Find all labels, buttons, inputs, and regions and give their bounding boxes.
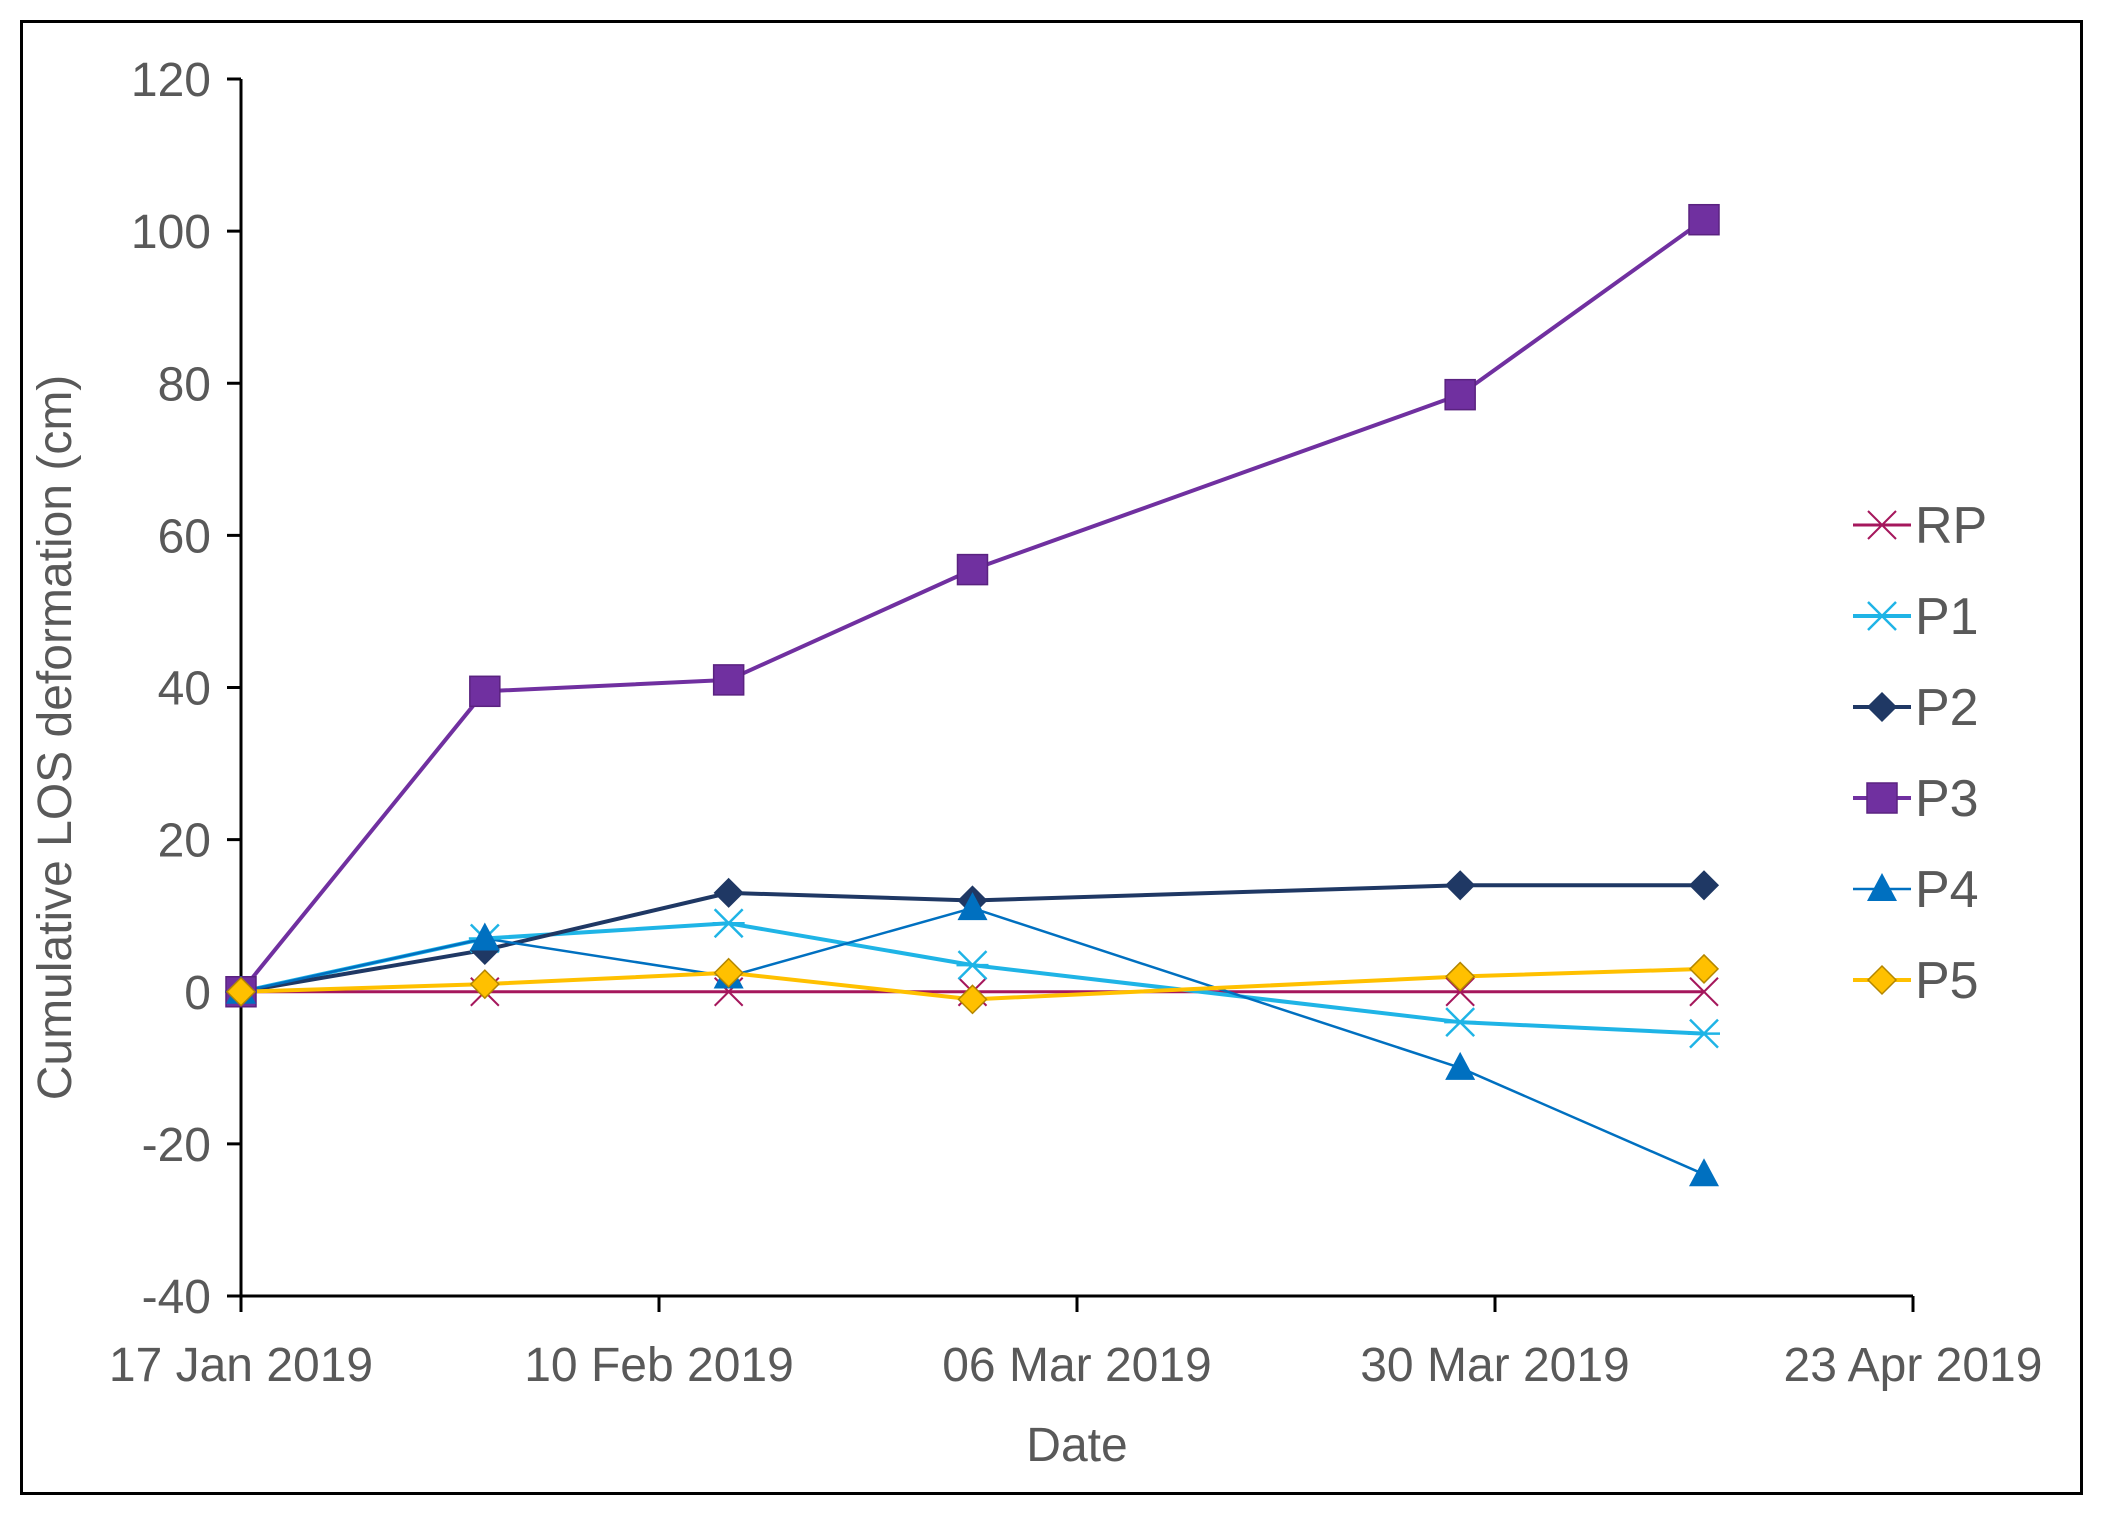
y-tick-label: 120 [131,54,211,107]
figure-frame: -40 -20 0 20 40 60 80 100 120 17 Jan 2019 10 Feb … [20,20,2083,1495]
series-line-p5 [240,966,1705,1002]
data-point-p3 [469,675,501,708]
legend-item-p3: P3 [1853,770,1979,828]
y-tick-label: 40 [158,663,211,716]
data-point-p3 [1444,378,1476,411]
x-tick-label: 30 Mar 2019 [1360,1339,1630,1392]
x-axis-title: Date [1026,1419,1127,1472]
legend-item-p1: P1 [1853,588,1979,646]
x-tick-label: 17 Jan 2019 [109,1339,373,1392]
x-tick-label: 23 Apr 2019 [1784,1339,2043,1392]
legend-swatch-marker [1867,873,1897,901]
legend-label: P1 [1915,588,1979,646]
y-axis-ticks: -40 -20 0 20 40 60 80 100 120 [131,54,241,1324]
y-tick-label: 100 [131,206,211,259]
data-point-rp [1445,977,1475,1007]
data-point-p5 [469,969,500,1000]
legend-item-p4: P4 [1853,861,1979,919]
legend-swatch-marker [1866,964,1898,996]
legend-swatch-marker [1867,510,1897,540]
y-tick-label: -40 [142,1271,211,1324]
legend-label: P4 [1915,861,1979,919]
data-point-p3 [1688,203,1720,236]
legend-swatch-marker [1866,691,1898,723]
legend-label: RP [1915,497,1987,555]
data-point-p1 [956,950,989,981]
data-point-p4 [1445,1051,1476,1080]
legend-label: P5 [1915,952,1979,1010]
data-point-p3 [956,553,989,586]
y-tick-label: 80 [158,358,211,411]
data-point-p1 [712,908,745,939]
legend-label: P2 [1915,679,1979,737]
legend-item-p5: P5 [1853,952,1979,1010]
data-point-p2 [1688,870,1720,901]
series-line-p1 [240,921,1705,1036]
x-axis-ticks: 17 Jan 2019 10 Feb 2019 06 Mar 2019 30 Mar … [109,1296,2043,1392]
series-line-p3 [239,218,1706,994]
data-point-p4 [1689,1158,1719,1187]
series-lines [239,218,1706,1176]
series-line-p2 [240,883,1704,994]
data-point-p2 [1445,870,1476,901]
data-point-p5 [1445,961,1476,992]
data-point-p5 [1688,953,1720,984]
y-axis-title: Cumulative LOS deformation (cm) [29,375,82,1101]
data-point-p4 [469,922,500,951]
data-point-p1 [1444,1007,1477,1038]
x-tick-label: 10 Feb 2019 [524,1339,794,1392]
y-tick-label: -20 [142,1119,211,1172]
legend-item-rp: RP [1853,497,1987,555]
data-point-p1 [1688,1018,1720,1049]
data-point-p5 [713,957,744,988]
y-tick-label: 0 [184,967,211,1020]
data-point-p4 [957,892,988,921]
series-line-p4 [240,906,1705,1176]
legend-label: P3 [1915,770,1979,828]
legend-swatch-marker [1866,601,1898,631]
legend: RP P1 P2 P3 P4 P5 [1853,497,1987,1010]
legend-swatch-marker [1866,782,1898,814]
data-point-rp [1689,977,1719,1007]
y-tick-label: 60 [158,510,211,563]
data-point-p5 [957,984,988,1015]
series-markers [225,203,1720,1187]
data-point-p5 [225,976,257,1007]
line-chart: -40 -20 0 20 40 60 80 100 120 17 Jan 2019 10 Feb … [29,54,2043,1472]
x-tick-label: 06 Mar 2019 [942,1339,1212,1392]
y-tick-label: 20 [158,815,211,868]
data-point-p2 [713,877,744,908]
legend-item-p2: P2 [1853,679,1979,737]
data-point-p3 [712,664,745,696]
